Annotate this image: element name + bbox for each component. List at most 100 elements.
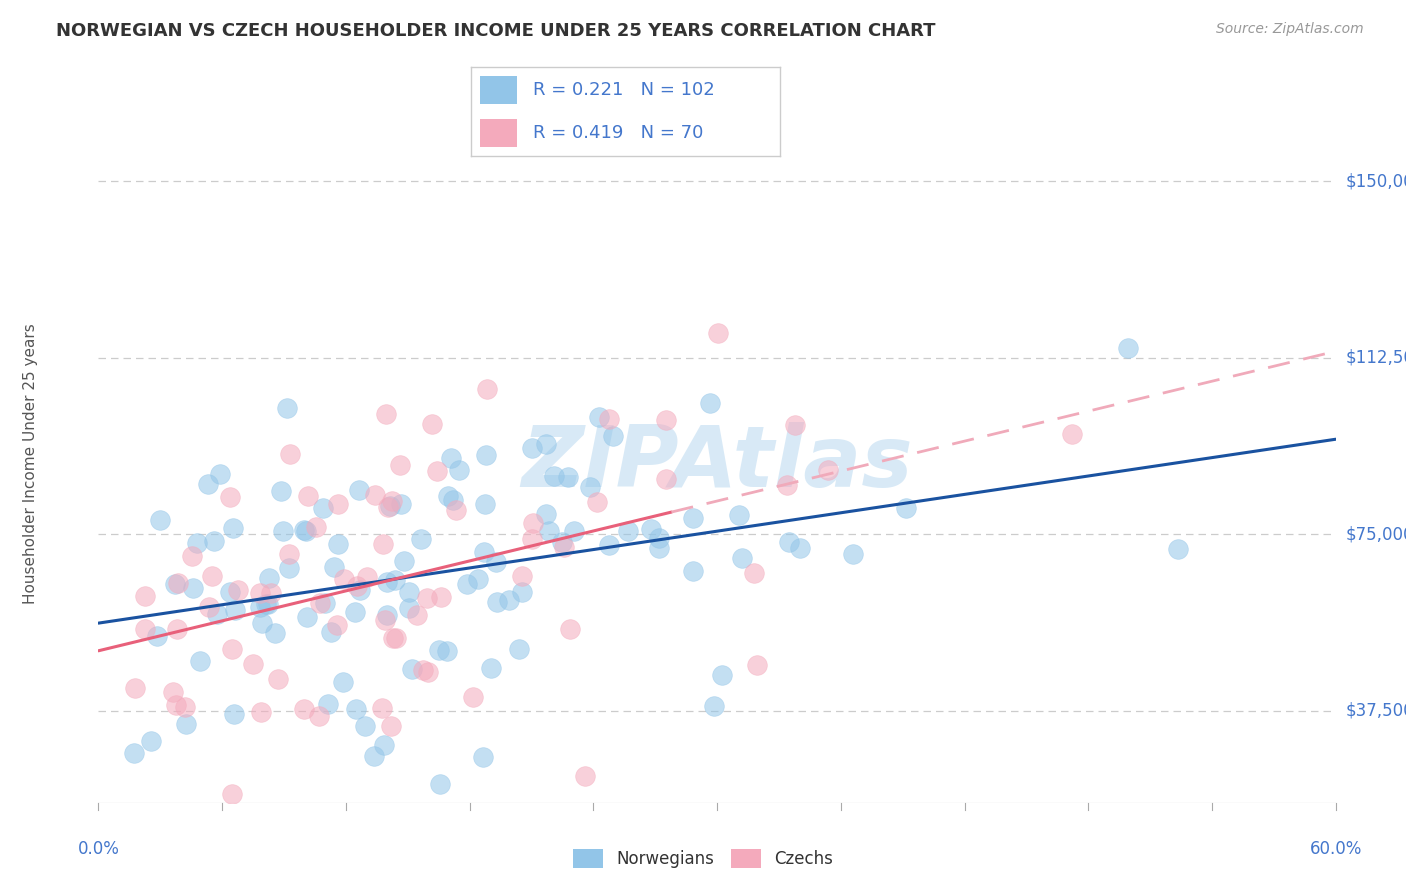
Point <box>461 690 484 704</box>
Point <box>711 668 734 682</box>
Point <box>477 382 499 396</box>
Point <box>294 524 316 538</box>
Point <box>297 610 319 624</box>
Point <box>162 685 184 699</box>
Point <box>328 537 350 551</box>
Point <box>598 412 620 426</box>
Point <box>842 547 865 561</box>
Point <box>218 584 240 599</box>
Point <box>389 458 412 472</box>
Point <box>398 600 420 615</box>
Point <box>699 396 721 410</box>
Point <box>467 572 489 586</box>
Point <box>484 556 506 570</box>
Point <box>380 719 402 733</box>
Point <box>682 511 704 525</box>
Point <box>197 600 219 615</box>
Point <box>401 662 423 676</box>
Point <box>224 706 246 721</box>
Point <box>444 502 467 516</box>
Point <box>278 447 301 461</box>
Point <box>543 468 565 483</box>
Point <box>1116 341 1139 355</box>
Point <box>551 535 574 549</box>
Point <box>353 719 375 733</box>
Point <box>174 717 197 731</box>
Point <box>588 409 610 424</box>
Point <box>747 658 769 673</box>
Point <box>346 580 368 594</box>
Text: R = 0.221   N = 102: R = 0.221 N = 102 <box>533 81 714 99</box>
Point <box>382 631 405 645</box>
Point <box>249 600 271 615</box>
Point <box>1167 541 1189 556</box>
Point <box>392 554 415 568</box>
Point <box>202 534 225 549</box>
Point <box>173 700 195 714</box>
Point <box>579 479 602 493</box>
Point <box>257 571 280 585</box>
Point <box>309 596 332 610</box>
Point <box>181 549 204 563</box>
Point <box>398 584 420 599</box>
Point <box>508 641 530 656</box>
Point <box>165 698 187 712</box>
Point <box>703 698 725 713</box>
Point <box>574 769 596 783</box>
Point <box>418 665 440 680</box>
Point <box>375 607 398 622</box>
Text: NORWEGIAN VS CZECH HOUSEHOLDER INCOME UNDER 25 YEARS CORRELATION CHART: NORWEGIAN VS CZECH HOUSEHOLDER INCOME UN… <box>56 22 936 40</box>
Point <box>481 660 503 674</box>
Point <box>817 463 839 477</box>
Point <box>149 513 172 527</box>
Point <box>363 749 385 764</box>
Point <box>655 472 678 486</box>
Point <box>124 681 146 696</box>
Point <box>586 495 609 509</box>
Point <box>416 591 439 605</box>
Point <box>364 487 387 501</box>
Point <box>181 581 204 595</box>
Text: $75,000: $75,000 <box>1346 525 1406 543</box>
Point <box>498 593 520 607</box>
Point <box>297 489 319 503</box>
Point <box>221 788 243 802</box>
Point <box>205 607 228 621</box>
Text: $150,000: $150,000 <box>1346 172 1406 190</box>
Point <box>385 631 408 645</box>
Point <box>332 674 354 689</box>
Point <box>472 750 495 764</box>
Point <box>598 537 620 551</box>
Point <box>648 541 671 555</box>
Point <box>254 597 277 611</box>
Point <box>308 709 330 723</box>
Point <box>776 478 799 492</box>
Point <box>373 537 395 551</box>
Text: $37,500: $37,500 <box>1346 702 1406 720</box>
Point <box>167 576 190 591</box>
Point <box>486 595 509 609</box>
Point <box>356 570 378 584</box>
Point <box>778 534 800 549</box>
Point <box>429 777 451 791</box>
Point <box>278 547 301 561</box>
Point <box>558 622 581 636</box>
Point <box>707 326 730 340</box>
Point <box>728 508 751 522</box>
Text: ZIPAtlas: ZIPAtlas <box>522 422 912 506</box>
Point <box>145 629 167 643</box>
Point <box>219 490 242 504</box>
Point <box>292 523 315 537</box>
Point <box>221 642 243 657</box>
Bar <box>481 119 517 147</box>
Point <box>512 569 534 583</box>
Point <box>226 582 249 597</box>
Point <box>377 500 399 514</box>
Point <box>139 734 162 748</box>
Point <box>412 663 434 677</box>
Point <box>430 591 453 605</box>
Point <box>292 702 315 716</box>
Point <box>682 564 704 578</box>
Text: $112,500: $112,500 <box>1346 349 1406 367</box>
Point <box>222 521 245 535</box>
